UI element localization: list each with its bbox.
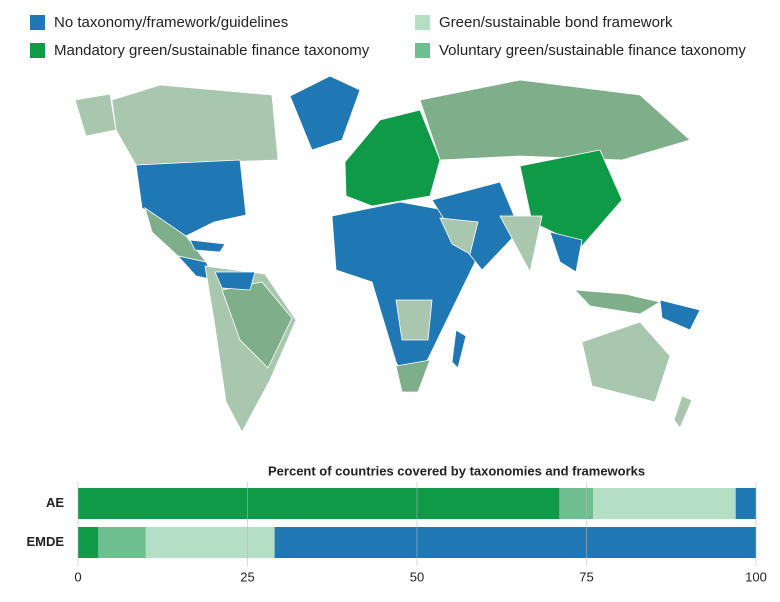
map-region (74, 93, 117, 137)
legend-label: No taxonomy/framework/guidelines (54, 14, 288, 31)
map-region (549, 231, 583, 273)
world-map (74, 75, 701, 433)
x-tick-label: 100 (745, 569, 767, 584)
bar-segment (559, 488, 594, 519)
map-region (519, 149, 623, 247)
legend-swatch (30, 15, 45, 30)
map-region (419, 79, 691, 161)
legend-label: Voluntary green/sustainable finance taxo… (439, 42, 746, 59)
bar-segment (593, 488, 736, 519)
bar-segment (78, 527, 99, 558)
map-region (111, 84, 279, 166)
bar-segment (98, 527, 146, 558)
map-region (673, 395, 693, 429)
x-tick-label: 75 (579, 569, 593, 584)
map-region (439, 217, 479, 255)
map-region (135, 159, 247, 237)
legend-label: Green/sustainable bond framework (439, 14, 673, 31)
y-tick-label: EMDE (26, 534, 64, 549)
legend-label: Mandatory green/sustainable finance taxo… (54, 42, 370, 59)
map-region (221, 281, 293, 369)
y-tick-label: AE (46, 495, 64, 510)
x-tick-label: 50 (410, 569, 424, 584)
bar-segment (145, 527, 275, 558)
map-region (395, 359, 431, 393)
map-region (189, 239, 226, 253)
chart-title: Percent of countries covered by taxonomi… (268, 463, 645, 478)
map-region (574, 289, 662, 315)
x-tick-label: 0 (74, 569, 81, 584)
bar-segment (735, 488, 756, 519)
map-region (395, 299, 433, 341)
map-region (499, 215, 543, 274)
map-region (344, 109, 441, 207)
x-tick-label: 25 (240, 569, 254, 584)
map-region (581, 321, 671, 403)
map-region (289, 75, 361, 151)
bar-segment (78, 488, 560, 519)
map-region (214, 271, 256, 291)
map-region (659, 299, 701, 331)
legend-swatch (30, 43, 45, 58)
legend-swatch (415, 43, 430, 58)
legend-swatch (415, 15, 430, 30)
bar-segment (274, 527, 756, 558)
map-region (451, 329, 467, 369)
